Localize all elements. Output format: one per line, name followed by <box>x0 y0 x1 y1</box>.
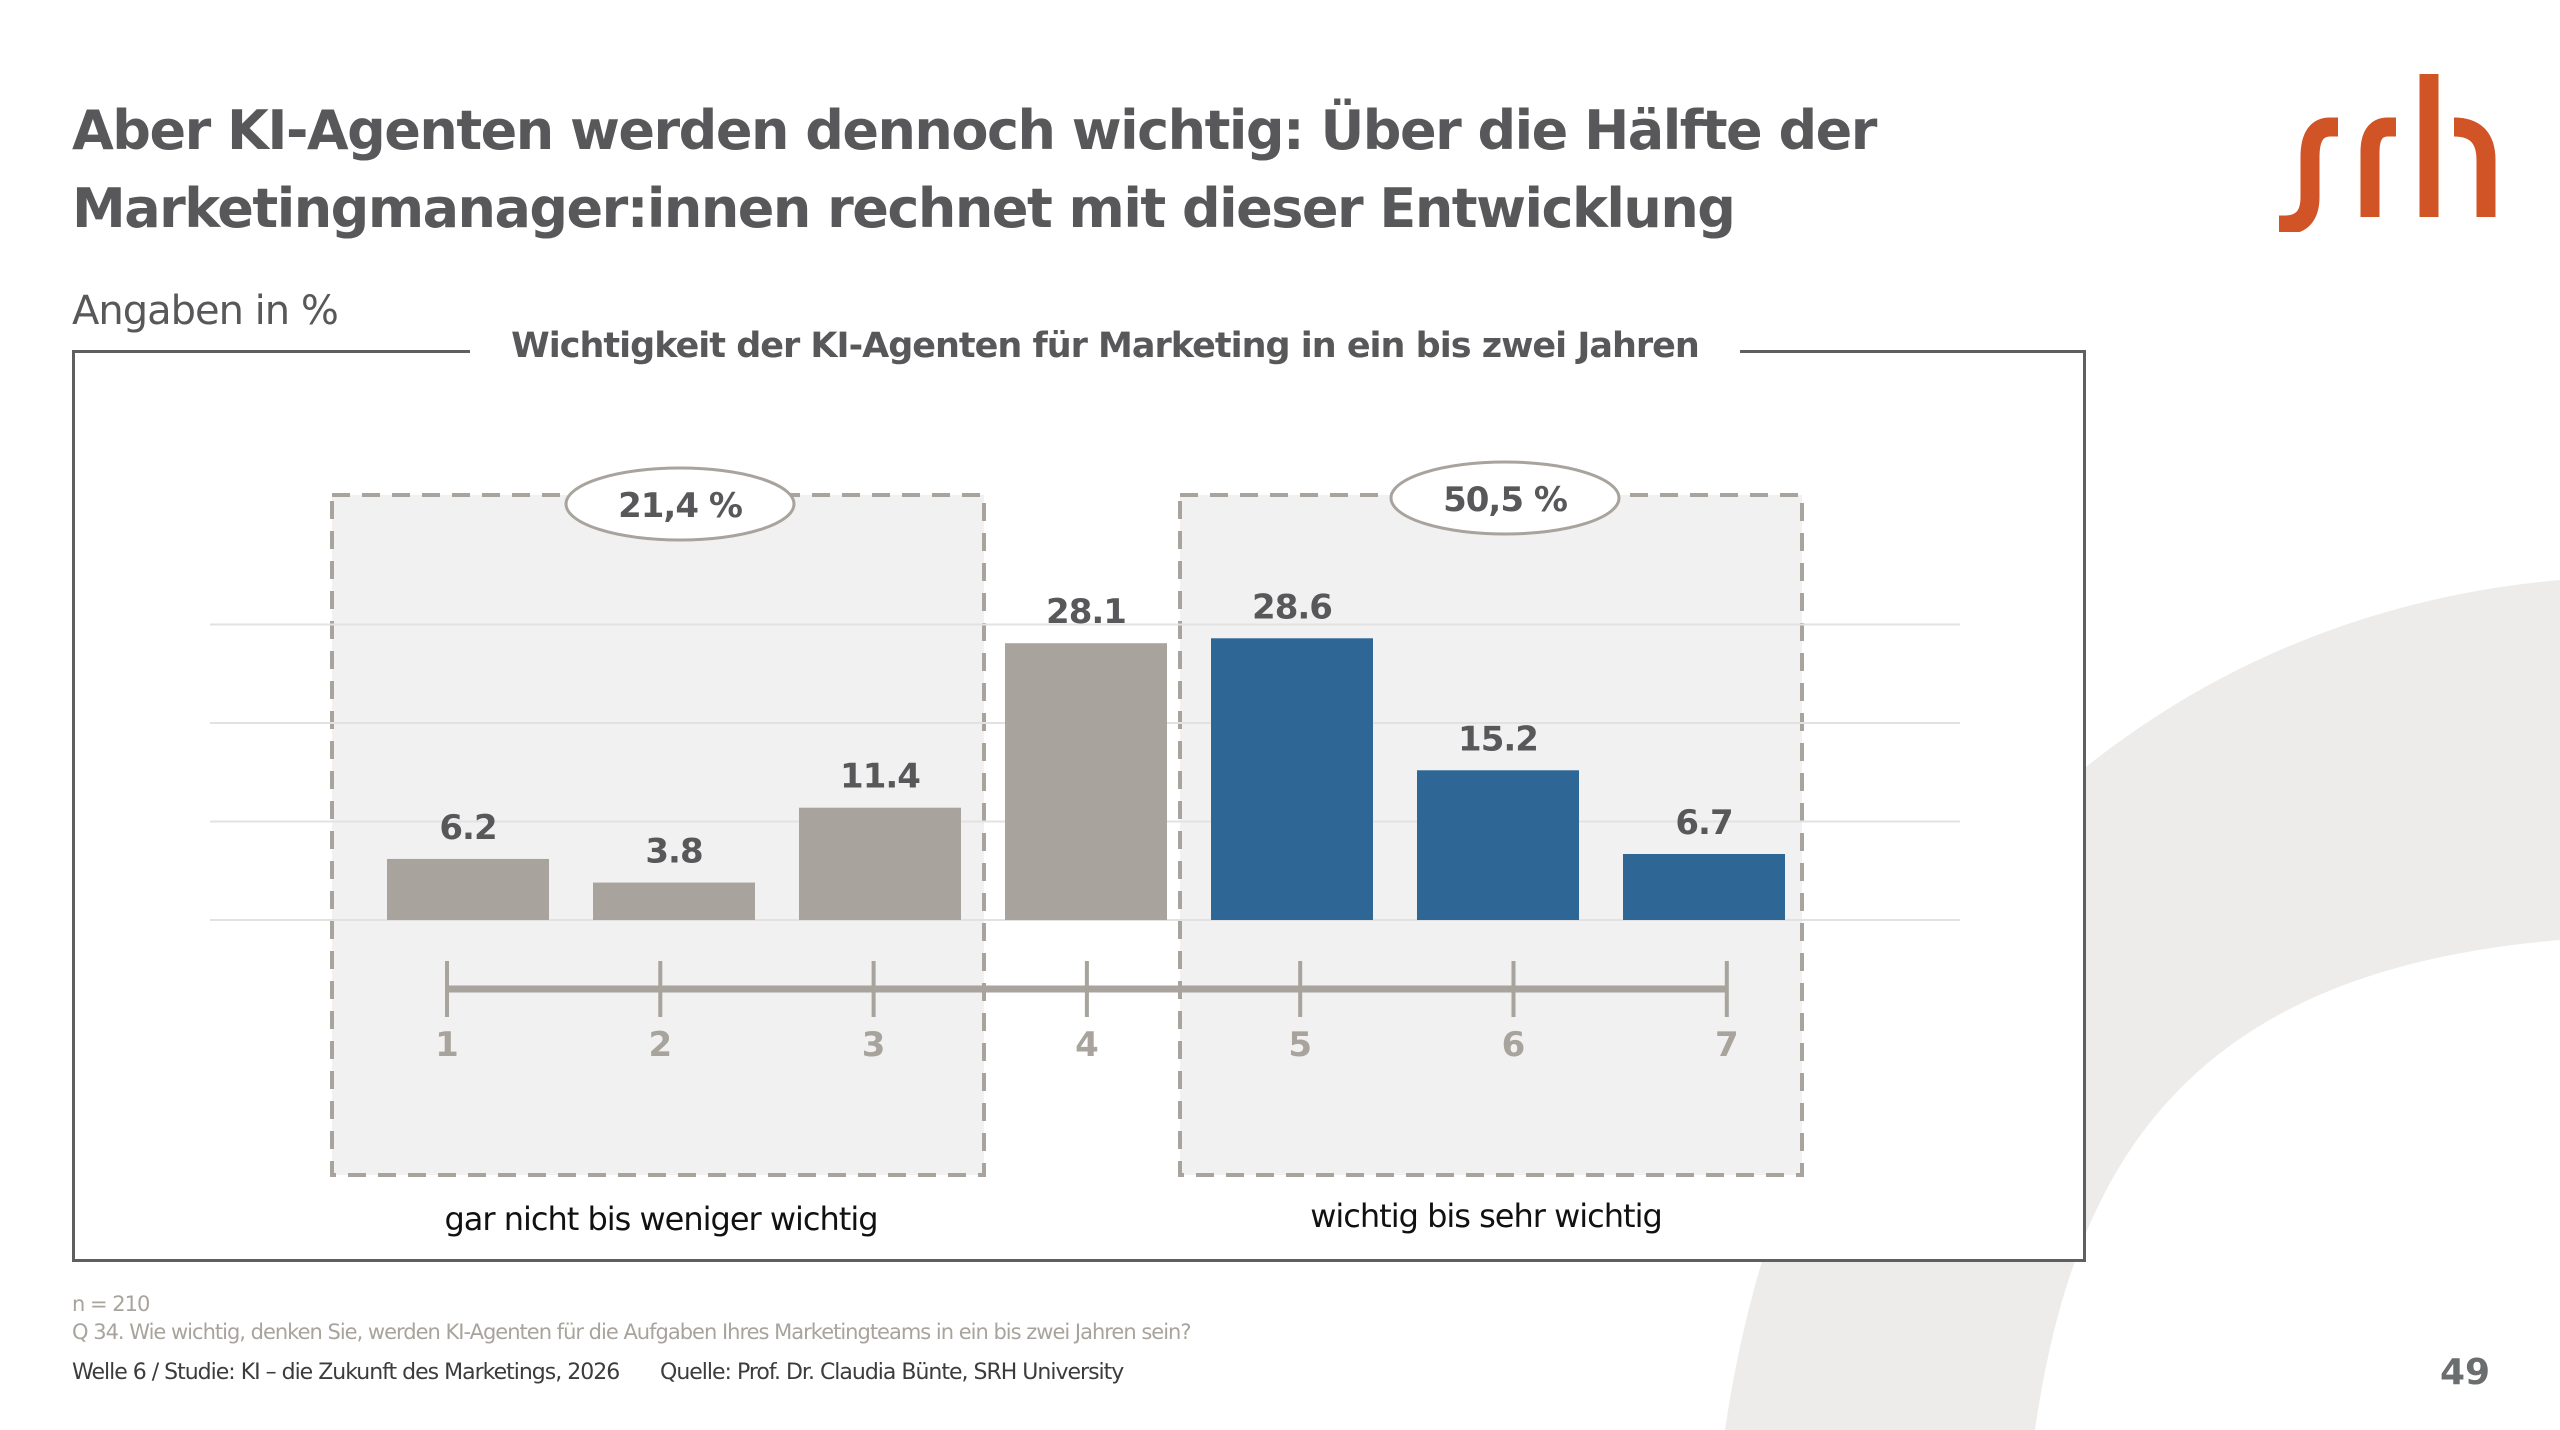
question-text: Q 34. Wie wichtig, denken Sie, werden KI… <box>72 1320 1191 1344</box>
source-info: Quelle: Prof. Dr. Claudia Bünte, SRH Uni… <box>660 1360 1124 1385</box>
group-label-high: wichtig bis sehr wichtig <box>1310 1197 1662 1235</box>
bar-1 <box>387 858 549 920</box>
srh-logo: srh <box>2279 74 2496 232</box>
chart-title-background <box>470 320 1740 380</box>
value-labels: 6.2 3.8 11.4 28.1 28.6 15.2 6.7 <box>439 587 1733 872</box>
group-total-badge-high <box>1389 460 1621 536</box>
bar-6 <box>1417 770 1579 920</box>
units-label: Angaben in % <box>72 288 339 334</box>
slide-title: Aber KI-Agenten werden dennoch wichtig: … <box>72 92 1877 248</box>
group-total-badges: 21,4 % 50,5 % <box>564 460 1621 542</box>
value-label-2: 3.8 <box>645 832 702 872</box>
scale-tick-label-3: 3 <box>862 1025 886 1065</box>
bar-3 <box>799 807 961 920</box>
scale-tick-label-7: 7 <box>1715 1025 1739 1065</box>
scale-axis: 1 2 3 4 5 6 7 <box>435 961 1739 1065</box>
bars <box>387 638 1785 920</box>
slide-title-line-2: Marketingmanager:innen rechnet mit diese… <box>72 177 1736 240</box>
study-info: Welle 6 / Studie: KI – die Zukunft des M… <box>72 1360 620 1385</box>
value-label-1: 6.2 <box>439 808 496 848</box>
scale-tick-label-6: 6 <box>1502 1025 1526 1065</box>
group-total-label-low: 21,4 % <box>618 486 742 526</box>
chart-title: Wichtigkeit der KI-Agenten für Marketing… <box>511 326 1700 366</box>
group-total-label-high: 50,5 % <box>1443 480 1567 520</box>
group-labels: gar nicht bis weniger wichtig wichtig bis… <box>444 1180 1770 1242</box>
scale-tick-label-2: 2 <box>648 1025 672 1065</box>
scale-tick-label-5: 5 <box>1288 1025 1312 1065</box>
group-total-badge-low <box>564 466 796 542</box>
value-label-6: 15.2 <box>1458 719 1538 759</box>
logo-letter-s <box>2279 117 2338 232</box>
group-label-background <box>1180 1180 1770 1242</box>
value-label-3: 11.4 <box>840 757 920 797</box>
value-label-5: 28.6 <box>1252 587 1332 627</box>
value-label-7: 6.7 <box>1675 803 1732 843</box>
scale-tick-label-4: 4 <box>1075 1025 1099 1065</box>
sample-size: n = 210 <box>72 1292 150 1316</box>
bar-2 <box>593 882 755 920</box>
logo-letter-h <box>2419 74 2496 217</box>
scale-tick-label-1: 1 <box>435 1025 459 1065</box>
page-number: 49 <box>2440 1352 2491 1393</box>
bar-7 <box>1623 854 1785 920</box>
group-label-low: gar nicht bis weniger wichtig <box>444 1200 877 1238</box>
bar-5 <box>1211 638 1373 920</box>
slide-title-line-1: Aber KI-Agenten werden dennoch wichtig: … <box>72 99 1877 162</box>
bar-4 <box>1005 643 1167 920</box>
logo-letter-r <box>2360 117 2396 217</box>
value-label-4: 28.1 <box>1046 592 1126 632</box>
